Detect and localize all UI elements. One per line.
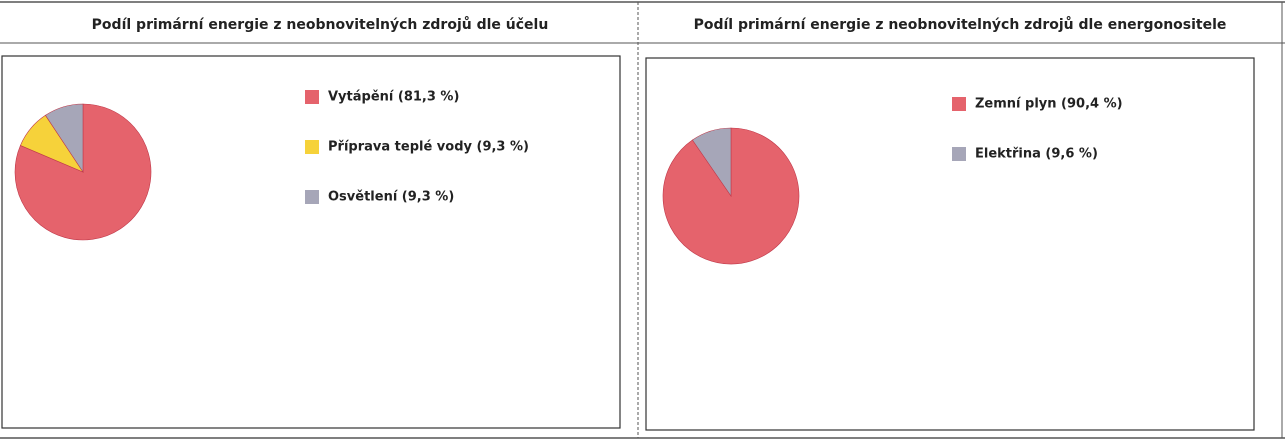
legend-swatch [305,90,319,104]
pie-slice [692,127,732,197]
legend-swatch [952,147,966,161]
legend-label: Osvětlení (9,3 %) [328,190,454,205]
chart-frame [1,55,621,429]
legend-swatch [305,190,319,204]
legend-label: Vytápění (81,3 %) [328,90,459,105]
chart-title: Podíl primární energie z neobnovitelných… [694,16,1227,33]
legend-label: Elektřina (9,6 %) [975,147,1098,162]
legend-swatch [305,140,319,154]
pie-slice [14,103,152,241]
legend-label: Zemní plyn (90,4 %) [975,97,1123,112]
legend-label: Příprava teplé vody (9,3 %) [328,140,529,155]
pie-slice [45,103,84,173]
legend-swatch [952,97,966,111]
chart-frame [645,57,1255,431]
chart-title: Podíl primární energie z neobnovitelných… [92,16,549,33]
